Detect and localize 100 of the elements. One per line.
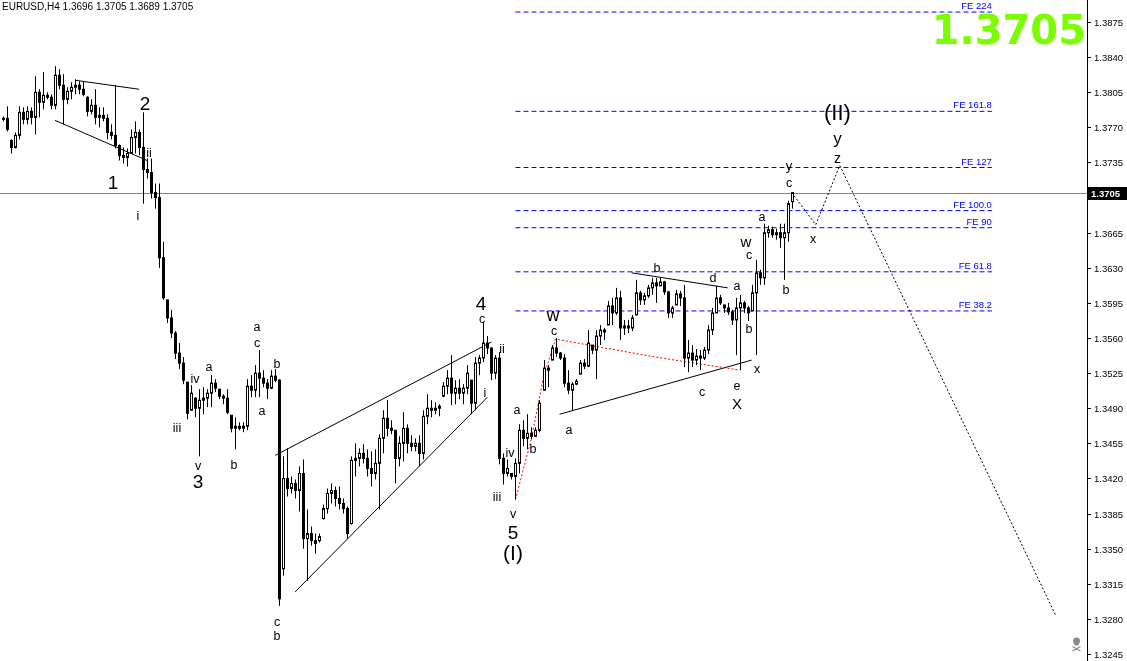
annotation: v	[194, 459, 202, 473]
y-tick-label: 1.3770	[1094, 122, 1124, 133]
y-tick-label: 1.3280	[1094, 614, 1124, 625]
candlestick	[543, 359, 546, 391]
candlestick	[134, 120, 137, 154]
candlestick	[202, 386, 205, 415]
y-tick-label: 1.3525	[1094, 368, 1124, 379]
annotation: b	[273, 629, 281, 643]
annotation: b	[230, 458, 238, 472]
candlestick	[254, 364, 257, 398]
annotation: c	[550, 324, 558, 338]
candlestick	[555, 337, 558, 358]
y-tick-label: 1.3350	[1094, 544, 1124, 555]
annotation: e	[733, 379, 741, 393]
annotation: 4	[475, 292, 487, 314]
annotation: a	[565, 423, 573, 437]
candlestick	[779, 223, 782, 249]
candlestick	[595, 329, 598, 380]
annotation: c	[785, 176, 793, 190]
ref-line-label: 1.3705	[1091, 188, 1121, 199]
annotation: c	[698, 385, 706, 399]
y-tick-label: 1.3420	[1094, 473, 1124, 484]
candlestick	[94, 88, 97, 125]
annotation: (II)	[824, 99, 851, 125]
candlestick	[98, 106, 101, 128]
annotation: b	[653, 261, 661, 275]
annotation: a	[758, 210, 766, 224]
candlestick	[26, 105, 29, 125]
candlestick	[338, 485, 341, 511]
series-label: FE 90	[966, 215, 992, 227]
candlestick	[150, 157, 153, 200]
y-tick-label: 1.3315	[1094, 579, 1124, 590]
candlestick	[330, 482, 333, 505]
y-tick-label: 1.3245	[1094, 649, 1124, 660]
annotation: 5	[507, 521, 519, 543]
candlestick	[370, 450, 373, 487]
y-tick-label: 1.3595	[1094, 298, 1124, 309]
y-tick-label: 1.3840	[1094, 52, 1124, 63]
candlestick	[334, 485, 337, 508]
annotation: a	[258, 404, 266, 418]
y-tick-label: 1.3455	[1094, 438, 1124, 449]
candlestick	[130, 128, 133, 154]
candlestick	[406, 423, 409, 454]
candlestick	[735, 297, 738, 356]
annotation: i	[136, 209, 140, 223]
annotation: a	[733, 279, 741, 293]
annotation: b	[273, 357, 281, 371]
series-label: FE 161.8	[953, 99, 992, 111]
annotation: 1	[107, 171, 119, 193]
annotation: 2	[139, 92, 151, 114]
candlestick	[386, 399, 389, 437]
candlestick	[458, 378, 461, 400]
candlestick	[194, 396, 197, 418]
annotation: c	[253, 336, 261, 350]
series-label: FE 100.0	[953, 198, 992, 210]
y-tick-label: 1.3560	[1094, 333, 1124, 344]
y-tick-label: 1.3665	[1094, 228, 1124, 239]
annotation: iii	[172, 421, 182, 435]
annotation: z	[834, 150, 841, 166]
candlestick	[198, 388, 201, 457]
y-tick-label: 1.3805	[1094, 87, 1124, 98]
annotation: iv	[505, 446, 516, 460]
candlestick	[6, 105, 9, 132]
y-tick-label: 1.3630	[1094, 263, 1124, 274]
annotation: x	[809, 232, 817, 246]
candlestick	[366, 448, 369, 477]
y-tick-label: 1.3735	[1094, 157, 1124, 168]
candlestick	[358, 447, 361, 467]
candlestick	[699, 349, 702, 371]
annotation: ii	[499, 342, 505, 356]
candlestick	[571, 381, 574, 411]
chart-title: EURUSD,H4 1.3696 1.3705 1.3689 1.3705	[2, 1, 194, 12]
series-label: FE 127	[961, 155, 992, 167]
candlestick	[38, 88, 41, 118]
annotation: a	[205, 360, 213, 374]
annotation: iii	[492, 490, 502, 504]
annotation: i	[483, 386, 487, 400]
candlestick	[190, 384, 193, 411]
candlestick	[587, 329, 590, 368]
candlestick	[755, 259, 758, 356]
annotation: (I)	[503, 540, 523, 564]
annotation: b	[782, 283, 790, 297]
annotation: iv	[190, 372, 201, 386]
annotation: a	[253, 320, 261, 334]
candlestick	[326, 487, 329, 515]
annotation: a	[513, 403, 521, 417]
candlestick	[446, 369, 449, 395]
annotation: b	[745, 322, 753, 336]
annotation: y	[833, 128, 843, 148]
candlestick	[611, 297, 614, 326]
candlestick	[547, 364, 550, 388]
y-tick-label: 1.3490	[1094, 403, 1124, 414]
series-label: FE 224	[961, 0, 992, 12]
candlestick	[402, 411, 405, 462]
annotation: x	[753, 362, 761, 376]
candlestick	[182, 356, 185, 385]
candlestick	[226, 388, 229, 415]
candlestick	[210, 374, 213, 408]
annotation: ii	[146, 146, 152, 160]
series-label: FE 38.2	[958, 298, 992, 310]
